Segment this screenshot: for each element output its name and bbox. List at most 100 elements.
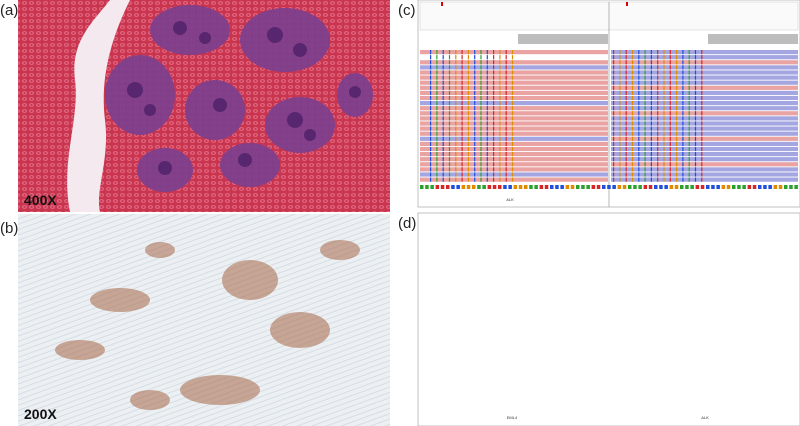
mismatch xyxy=(505,167,507,172)
mismatch xyxy=(505,55,507,60)
mismatch xyxy=(480,146,482,152)
mismatch xyxy=(676,131,678,136)
mismatch xyxy=(682,60,684,65)
mismatch xyxy=(682,146,684,152)
mismatch xyxy=(631,50,634,55)
mismatch xyxy=(499,65,501,70)
mismatch xyxy=(455,152,457,157)
mismatch xyxy=(474,162,476,167)
mismatch xyxy=(650,80,652,85)
mismatch xyxy=(474,116,476,121)
mismatch xyxy=(701,131,703,136)
mismatch xyxy=(442,50,444,55)
mismatch xyxy=(430,85,432,90)
mismatch xyxy=(682,50,684,55)
base xyxy=(752,185,757,189)
mismatch xyxy=(694,131,697,136)
mismatch xyxy=(644,65,646,70)
mismatch xyxy=(613,111,615,116)
mismatch xyxy=(688,121,690,126)
mismatch xyxy=(461,131,463,136)
mismatch xyxy=(682,65,684,70)
mismatch xyxy=(430,80,432,85)
mismatch xyxy=(499,111,501,116)
mismatch xyxy=(619,70,621,75)
mismatch xyxy=(682,172,684,177)
locus-marker xyxy=(626,2,628,6)
mismatch xyxy=(638,141,640,146)
base xyxy=(674,185,679,189)
mismatch xyxy=(474,121,476,126)
mismatch xyxy=(676,157,678,162)
mismatch xyxy=(474,65,476,70)
base xyxy=(711,185,715,189)
mismatch xyxy=(638,162,640,167)
mismatch xyxy=(442,146,444,152)
mismatch xyxy=(467,106,469,111)
mismatch xyxy=(486,157,488,162)
mismatch xyxy=(650,136,652,141)
read xyxy=(420,116,608,121)
mismatch xyxy=(613,167,615,172)
mismatch xyxy=(493,126,495,131)
mismatch xyxy=(657,85,659,90)
mismatch xyxy=(430,152,432,157)
panel-label: (b) xyxy=(0,220,18,237)
mismatch xyxy=(493,85,495,90)
mismatch xyxy=(436,70,438,75)
mismatch xyxy=(474,111,476,116)
mismatch xyxy=(613,95,615,101)
read xyxy=(611,101,798,106)
mismatch xyxy=(480,70,482,75)
mismatch xyxy=(638,101,640,106)
base xyxy=(685,185,689,189)
mismatch xyxy=(650,75,652,80)
mismatch xyxy=(625,85,627,90)
mismatch xyxy=(625,111,627,116)
mismatch xyxy=(511,101,514,106)
mismatch xyxy=(436,162,438,167)
mismatch xyxy=(613,116,615,121)
mismatch xyxy=(638,80,640,85)
mismatch xyxy=(448,55,451,60)
mismatch xyxy=(613,121,615,126)
mismatch xyxy=(467,95,469,101)
mismatch xyxy=(467,60,469,65)
mismatch xyxy=(436,85,438,90)
mismatch xyxy=(619,60,621,65)
mismatch xyxy=(486,101,488,106)
mismatch xyxy=(505,146,507,152)
mismatch xyxy=(682,141,684,146)
mismatch xyxy=(613,65,615,70)
mismatch xyxy=(467,70,469,75)
mismatch xyxy=(467,162,469,167)
mismatch xyxy=(663,157,665,162)
mismatch xyxy=(631,95,634,101)
base xyxy=(773,185,778,189)
mismatch xyxy=(505,126,507,131)
mismatch xyxy=(430,116,432,121)
mismatch xyxy=(474,101,476,106)
mismatch xyxy=(467,131,469,136)
mismatch xyxy=(669,152,671,157)
mismatch xyxy=(455,101,457,106)
read xyxy=(611,177,798,182)
mismatch xyxy=(613,162,615,167)
mismatch xyxy=(442,65,444,70)
mismatch xyxy=(467,126,469,131)
mismatch xyxy=(682,106,684,111)
mismatch xyxy=(688,111,690,116)
mismatch xyxy=(682,90,684,95)
mismatch xyxy=(669,95,671,101)
mismatch xyxy=(455,136,457,141)
base xyxy=(539,185,544,189)
mismatch xyxy=(493,65,495,70)
base xyxy=(420,185,424,189)
mismatch xyxy=(619,90,621,95)
mismatch xyxy=(657,55,659,60)
mismatch xyxy=(688,162,690,167)
mismatch xyxy=(676,167,678,172)
mismatch xyxy=(613,126,615,131)
mismatch xyxy=(499,162,501,167)
read xyxy=(611,80,798,85)
